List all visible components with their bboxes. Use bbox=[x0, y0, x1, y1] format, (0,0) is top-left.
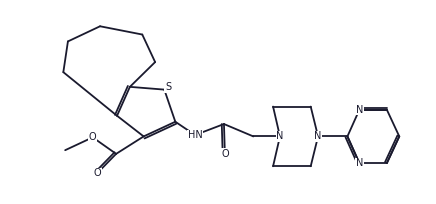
Text: N: N bbox=[356, 158, 363, 168]
Text: O: O bbox=[93, 168, 101, 178]
Text: O: O bbox=[221, 149, 229, 159]
Text: O: O bbox=[89, 132, 96, 142]
Text: N: N bbox=[276, 131, 284, 141]
Text: S: S bbox=[165, 82, 171, 92]
Text: N: N bbox=[314, 131, 322, 141]
Text: HN: HN bbox=[187, 130, 202, 140]
Text: N: N bbox=[356, 105, 363, 115]
